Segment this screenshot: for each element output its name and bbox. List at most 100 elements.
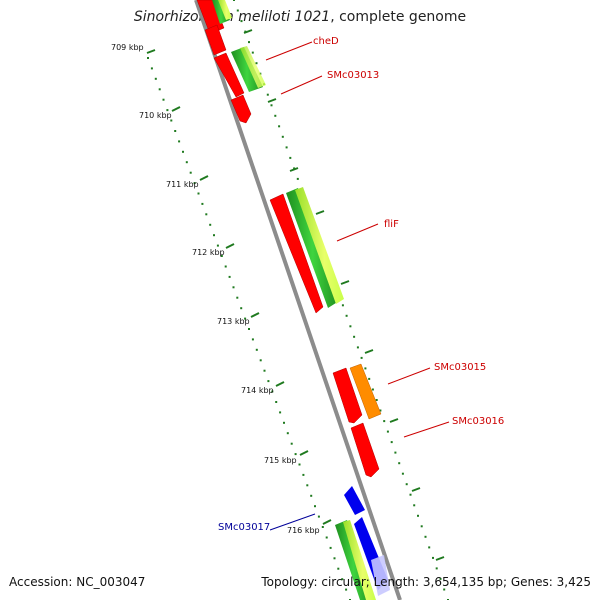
cds-red-smc03013[interactable]: [230, 94, 252, 124]
tick-label: 714 kbp: [241, 386, 274, 395]
scale-dot: [271, 390, 274, 393]
scale-dot: [394, 451, 397, 454]
gene-label-chd[interactable]: cheD: [313, 36, 339, 47]
scale-dot: [279, 411, 282, 414]
scale-dot: [409, 493, 412, 496]
scale-dot: [251, 338, 254, 341]
scale-dot: [259, 359, 262, 362]
tick-label: 713 kbp: [217, 317, 250, 326]
leader-flif: [336, 223, 379, 242]
outer-tick: [289, 167, 299, 172]
scale-dot: [201, 202, 204, 205]
scale-dot: [314, 505, 316, 508]
organism-name: Sinorhizobium meliloti 1021: [133, 9, 331, 25]
cds-red-flif[interactable]: [269, 193, 324, 314]
scale-dot: [360, 356, 363, 359]
cds-lightgreen-flif[interactable]: [295, 187, 344, 304]
scale-dot: [220, 255, 223, 257]
scale-dot: [306, 484, 309, 487]
scale-dot: [289, 156, 292, 159]
scale-dot: [267, 380, 270, 383]
tick-label: 710 kbp: [139, 111, 172, 120]
scale-dot: [248, 328, 250, 330]
tick-label: 716 kbp: [287, 526, 320, 535]
scale-dot: [286, 432, 289, 435]
scale-dot: [170, 119, 173, 122]
scale-dot: [383, 420, 386, 423]
scale-dot: [298, 463, 301, 466]
cds-lightgreen-chd[interactable]: [240, 46, 266, 88]
cds-red-smc03016[interactable]: [350, 422, 380, 478]
scale-dot: [435, 567, 438, 570]
cds-blue-pale[interactable]: [371, 555, 390, 596]
scale-dot: [274, 114, 277, 117]
scale-dot: [329, 546, 332, 549]
title-suffix: , complete genome: [330, 9, 467, 25]
scale-dot: [325, 536, 328, 539]
gene-labels: cheD SMc03013 fliF SMc03015 SMc03016 SMc…: [218, 36, 504, 533]
outer-tick: [340, 280, 350, 285]
tick-label: 715 kbp: [264, 456, 297, 465]
scale-dot: [398, 462, 401, 465]
scale-dot: [368, 377, 371, 380]
outer-tick: [411, 487, 421, 492]
cds-red[interactable]: [204, 24, 227, 56]
gene-label-smc03016[interactable]: SMc03016: [452, 416, 504, 427]
scale-dot: [443, 588, 446, 591]
scale-dot: [244, 317, 247, 320]
outer-tick: [315, 210, 325, 215]
cds-features: [196, 0, 390, 600]
scale-dot: [375, 399, 378, 401]
scale-dot: [236, 296, 239, 299]
scale-dot: [379, 409, 382, 412]
cds-lightgreen-bottom[interactable]: [343, 520, 376, 600]
genome-summary-text: Topology: circular; Length: 3,654,135 bp…: [261, 575, 591, 589]
scale-dot: [224, 265, 227, 268]
scale-dot: [290, 442, 293, 445]
scale-dot: [158, 88, 161, 91]
scale-dot: [150, 67, 153, 70]
gene-label-flif[interactable]: fliF: [384, 219, 399, 230]
tick-mark: [199, 175, 209, 181]
tick-mark: [250, 312, 260, 318]
tick-mark: [322, 519, 332, 525]
scale-dot: [413, 504, 416, 507]
outer-tick: [435, 556, 445, 561]
tick-label: 711 kbp: [166, 180, 199, 189]
tick-marks: 709 kbp 710 kbp 711 kbp 712 kbp 713 kbp …: [111, 43, 332, 535]
scale-dot: [364, 367, 367, 370]
scale-dot: [174, 130, 177, 132]
tick-mark: [146, 49, 156, 54]
cds-red-chd[interactable]: [213, 52, 245, 98]
gene-label-smc03017[interactable]: SMc03017: [218, 522, 270, 533]
cds-blue-smc03017[interactable]: [344, 486, 365, 515]
cds-green-flif[interactable]: [286, 188, 339, 308]
scale-dot: [233, 0, 235, 1]
cds-orange-smc03015[interactable]: [349, 363, 382, 420]
scale-dot: [162, 98, 165, 101]
scale-dot: [228, 275, 231, 278]
gene-label-smc03013[interactable]: SMc03013: [327, 70, 379, 81]
scale-dot: [317, 515, 320, 518]
scale-dot: [240, 307, 243, 310]
tick-mark: [275, 381, 285, 387]
scale-dot: [428, 546, 431, 549]
scale-dot: [205, 213, 208, 216]
gene-label-smc03015[interactable]: SMc03015: [434, 362, 486, 373]
scale-dot: [333, 557, 336, 560]
scale-dots: [147, 57, 351, 600]
leader-chd: [265, 41, 313, 61]
outer-tick: [364, 349, 374, 354]
cds-lightgreen[interactable]: [218, 0, 232, 20]
scale-dot: [166, 109, 169, 112]
outer-tick-marks: [243, 29, 445, 561]
cds-red-smc03015[interactable]: [332, 367, 363, 424]
scale-dot: [285, 146, 288, 149]
scale-dot: [275, 401, 278, 403]
scale-dot: [193, 182, 196, 185]
scale-dot: [424, 535, 427, 538]
scale-dot: [209, 223, 212, 226]
scale-dot: [390, 441, 393, 444]
scale-dot: [386, 430, 389, 433]
